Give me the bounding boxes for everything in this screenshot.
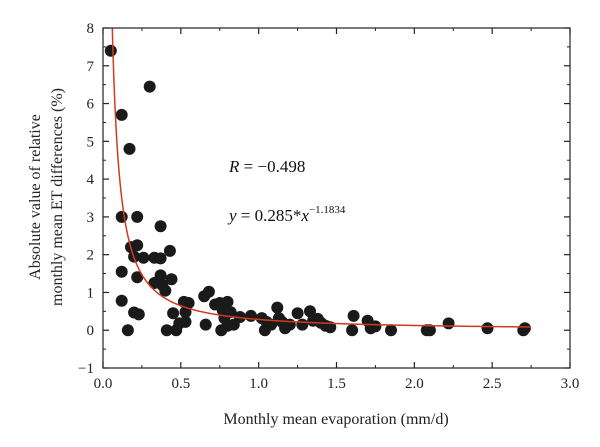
x-tick-label-1: 0.5 [171, 376, 190, 392]
data-point-8 [131, 239, 144, 252]
data-point-55 [283, 318, 296, 331]
data-point-43 [224, 306, 237, 319]
data-point-31 [182, 297, 195, 309]
data-point-25 [160, 324, 173, 337]
data-point-34 [202, 285, 215, 298]
data-point-15 [131, 271, 144, 284]
data-point-23 [132, 308, 145, 321]
data-point-3 [143, 80, 156, 93]
data-point-32 [179, 315, 192, 328]
data-point-12 [154, 252, 167, 265]
data-point-21 [115, 294, 128, 307]
data-point-4 [115, 210, 128, 223]
data-point-57 [296, 318, 309, 331]
y-tick-label-4: 3 [87, 210, 95, 226]
y-tick-label-5: 4 [87, 172, 95, 188]
eq-x: x [300, 206, 309, 225]
data-point-35 [199, 318, 212, 331]
data-point-40 [221, 295, 234, 308]
correlation-annotation: R = −0.498 [228, 157, 305, 176]
x-axis-label: Monthly mean evaporation (mm/d) [223, 411, 448, 428]
data-point-2 [123, 142, 136, 155]
y-tick-label-7: 6 [87, 97, 95, 113]
plot-area [104, 28, 532, 337]
data-point-75 [518, 322, 531, 335]
data-point-5 [131, 210, 144, 223]
y-tick-label-6: 5 [87, 134, 95, 150]
y-tick-label-1: 0 [87, 323, 95, 339]
data-point-58 [304, 305, 316, 318]
fit-curve [111, 28, 532, 328]
r-symbol: R [228, 157, 240, 176]
data-point-6 [154, 220, 167, 233]
x-tick-label-4: 2.0 [405, 376, 424, 392]
eq-exponent: −1.1834 [309, 204, 346, 216]
data-point-68 [369, 320, 382, 333]
y-tick-label-0: −1 [78, 361, 94, 377]
fit-equation-annotation: y = 0.285*x−1.1834 [227, 204, 346, 225]
data-point-51 [271, 301, 284, 314]
x-tick-label-3: 1.5 [327, 376, 346, 392]
axes: 0.0 0.5 1.0 1.5 2.0 2.5 3.0 −1 0 1 2 3 4 5 6 7 8 [78, 21, 579, 392]
x-tick-label-2: 1.0 [249, 376, 268, 392]
y-axis-label-line1: Absolute value of relative [27, 114, 44, 280]
data-point-0 [104, 44, 117, 57]
y-tick-label-8: 7 [87, 59, 95, 75]
y-axis-label-line2: monthly mean ET differences (%) [49, 88, 66, 306]
y-tick-label-3: 2 [87, 248, 95, 264]
y-tick-label-9: 8 [87, 21, 95, 37]
eq-y: y [227, 206, 237, 225]
x-tick-label-0: 0.0 [94, 376, 113, 392]
data-point-71 [423, 324, 436, 337]
data-point-13 [163, 244, 176, 257]
r-value: = −0.498 [239, 157, 305, 176]
data-point-73 [481, 322, 494, 335]
data-point-10 [137, 251, 150, 264]
y-tick-label-2: 1 [87, 285, 95, 301]
data-point-19 [159, 284, 172, 297]
data-point-65 [347, 309, 360, 322]
data-point-46 [244, 309, 257, 322]
eq-body: = 0.285* [237, 206, 302, 225]
data-point-69 [385, 324, 397, 337]
data-point-56 [291, 307, 304, 320]
data-point-24 [121, 324, 134, 337]
data-point-14 [115, 265, 128, 278]
data-point-1 [115, 108, 128, 121]
x-tick-label-5: 2.5 [483, 376, 502, 392]
data-point-20 [165, 273, 178, 286]
x-tick-label-6: 3.0 [561, 376, 580, 392]
data-point-72 [442, 317, 455, 330]
data-point-64 [346, 324, 359, 337]
data-point-26 [167, 307, 180, 320]
